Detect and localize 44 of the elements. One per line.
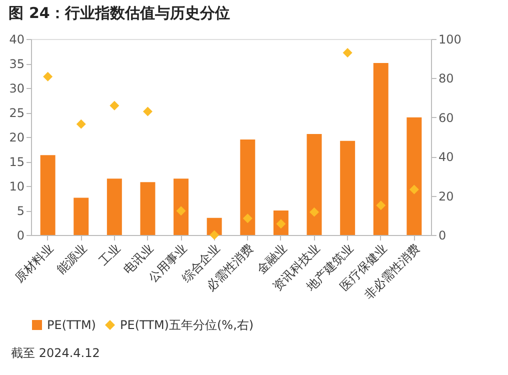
bar bbox=[40, 155, 56, 235]
legend-label: PE(TTM)五年分位(%,右) bbox=[120, 318, 254, 332]
bar bbox=[373, 63, 388, 235]
y-tick-label: 35 bbox=[9, 57, 24, 71]
point bbox=[409, 184, 419, 194]
y2-tick-label: 60 bbox=[438, 110, 454, 125]
point bbox=[242, 214, 252, 224]
bar bbox=[174, 178, 189, 235]
bar bbox=[306, 134, 322, 235]
y-tick-label: 25 bbox=[9, 106, 24, 120]
y2-tick-label: 100 bbox=[438, 32, 462, 46]
point bbox=[142, 106, 152, 116]
bar bbox=[340, 140, 356, 235]
point bbox=[76, 119, 86, 129]
x-tick-label: 原材料业 bbox=[12, 241, 56, 285]
bar bbox=[140, 182, 156, 235]
bar bbox=[106, 178, 122, 235]
bar bbox=[206, 218, 222, 235]
y-tick-label: 15 bbox=[9, 155, 24, 169]
bar bbox=[406, 117, 422, 235]
point bbox=[110, 100, 120, 110]
chart-title: 图 24：行业指数估值与历史分位 bbox=[8, 4, 230, 22]
point bbox=[43, 72, 53, 82]
y-tick-label: 30 bbox=[9, 82, 24, 96]
text: 截至 2024.4.12 bbox=[11, 346, 100, 360]
point bbox=[376, 200, 386, 210]
y-tick-label: 5 bbox=[16, 204, 24, 218]
x-tick-label: 能源业 bbox=[54, 241, 90, 276]
y2-tick-label: 40 bbox=[438, 150, 454, 164]
point bbox=[310, 207, 320, 217]
point bbox=[176, 206, 186, 216]
y2-tick-label: 80 bbox=[438, 72, 454, 86]
y-tick-label: 40 bbox=[9, 32, 24, 46]
y-tick-label: 0 bbox=[16, 228, 24, 242]
y2-tick-label: 0 bbox=[438, 228, 446, 242]
bar bbox=[240, 139, 256, 235]
point bbox=[342, 48, 352, 58]
y-tick-label: 10 bbox=[9, 180, 24, 194]
y2-tick-label: 20 bbox=[438, 189, 454, 204]
y-tick-label: 20 bbox=[9, 130, 24, 144]
bar bbox=[74, 198, 89, 235]
x-tick-label: 工业 bbox=[96, 241, 123, 268]
point bbox=[210, 230, 220, 240]
legend-label: PE(TTM) bbox=[47, 318, 96, 332]
